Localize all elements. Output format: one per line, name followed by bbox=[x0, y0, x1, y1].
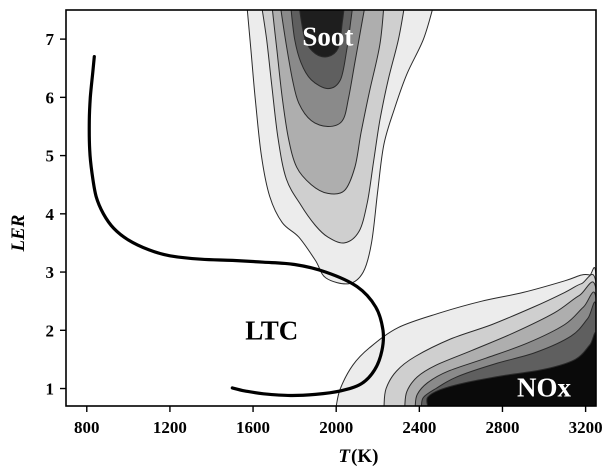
y-tick-label: 7 bbox=[46, 30, 55, 49]
x-tick-label: 1200 bbox=[153, 418, 187, 437]
x-axis: 800 1200 1600 2000 2400 2800 3200 bbox=[74, 406, 603, 437]
y-tick-label: 4 bbox=[46, 205, 55, 224]
x-tick-label: 800 bbox=[74, 418, 100, 437]
annotations: Soot LTC NOx bbox=[245, 21, 571, 402]
plot-frame bbox=[65, 9, 597, 407]
y-tick-label: 3 bbox=[46, 263, 55, 282]
x-axis-label: T bbox=[338, 446, 351, 467]
nox-contours bbox=[335, 266, 596, 406]
y-tick-label: 5 bbox=[46, 147, 55, 166]
x-tick-label: 2800 bbox=[485, 418, 519, 437]
x-tick-label: 1600 bbox=[236, 418, 270, 437]
y-tick-label: 1 bbox=[46, 380, 55, 399]
y-axis-label: LER bbox=[8, 215, 29, 253]
ltc-boundary-curve bbox=[87, 55, 386, 398]
soot-contour-level-6 bbox=[299, 10, 345, 58]
nox-contour-level-6 bbox=[426, 332, 596, 406]
annotation-soot: Soot bbox=[302, 21, 353, 51]
x-tick-label: 2400 bbox=[402, 418, 436, 437]
plot-area bbox=[87, 10, 596, 406]
x-axis-unit: (K) bbox=[351, 446, 378, 467]
x-tick-label: 2000 bbox=[319, 418, 353, 437]
x-tick-label: 3200 bbox=[569, 418, 603, 437]
annotation-ltc: LTC bbox=[245, 315, 298, 345]
y-tick-label: 2 bbox=[46, 321, 55, 340]
y-tick-label: 6 bbox=[46, 88, 55, 107]
y-axis: 1 2 3 4 5 6 7 bbox=[46, 30, 66, 399]
annotation-nox: NOx bbox=[517, 372, 572, 402]
soot-contours bbox=[246, 10, 433, 285]
